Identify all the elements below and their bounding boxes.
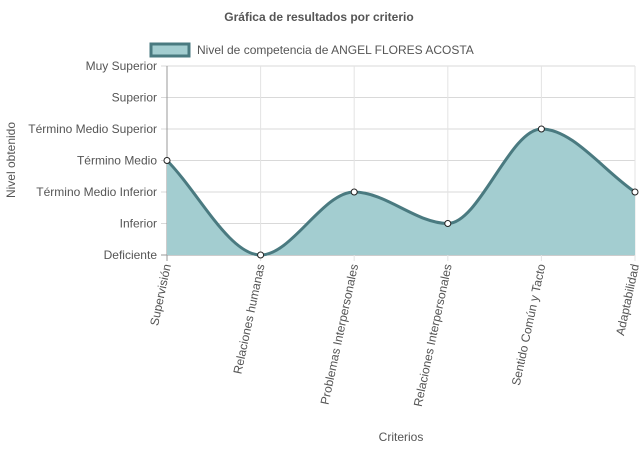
data-point <box>163 157 171 164</box>
x-tick-label: Adaptabilidad <box>613 263 639 337</box>
data-point <box>257 251 265 259</box>
series-area-fill <box>167 129 635 255</box>
chart-title: Gráfica de resultados por criterio <box>224 10 413 24</box>
x-tick-label: Relaciones Interpersonales <box>411 263 455 408</box>
y-tick-label: Término Medio <box>77 154 157 168</box>
y-tick-label: Muy Superior <box>86 59 157 73</box>
x-tick-label: Problemas Interpersonales <box>318 263 362 406</box>
x-tick-labels: Supervisión Relaciones humanas Problemas I… <box>147 262 639 407</box>
data-point <box>444 220 452 227</box>
x-tick-label: Sentido Común y Tacto <box>509 262 549 386</box>
y-tick-label: Deficiente <box>104 248 158 262</box>
x-tick-label: Relaciones humanas <box>231 263 268 376</box>
y-tick-label: Término Medio Inferior <box>36 185 157 199</box>
data-point <box>631 188 639 196</box>
y-tick-label: Inferior <box>120 217 157 231</box>
x-axis-title: Criterios <box>379 430 424 444</box>
data-points <box>163 125 639 259</box>
y-gridlines <box>161 65 635 256</box>
data-point <box>350 188 358 196</box>
y-tick-labels: Deficiente Inferior Término Medio Inferior… <box>28 59 157 262</box>
y-tick-label: Superior <box>112 91 157 105</box>
y-tick-label: Término Medio Superior <box>28 122 157 136</box>
data-point <box>537 125 545 133</box>
legend-swatch <box>149 42 191 58</box>
legend-label: Nivel de competencia de ANGEL FLORES ACO… <box>197 43 474 57</box>
y-axis-title: Nivel obtenido <box>4 122 18 198</box>
legend[interactable]: Nivel de competencia de ANGEL FLORES ACO… <box>149 42 474 58</box>
series-line <box>165 127 636 257</box>
x-tick-label: Supervisión <box>147 263 174 327</box>
